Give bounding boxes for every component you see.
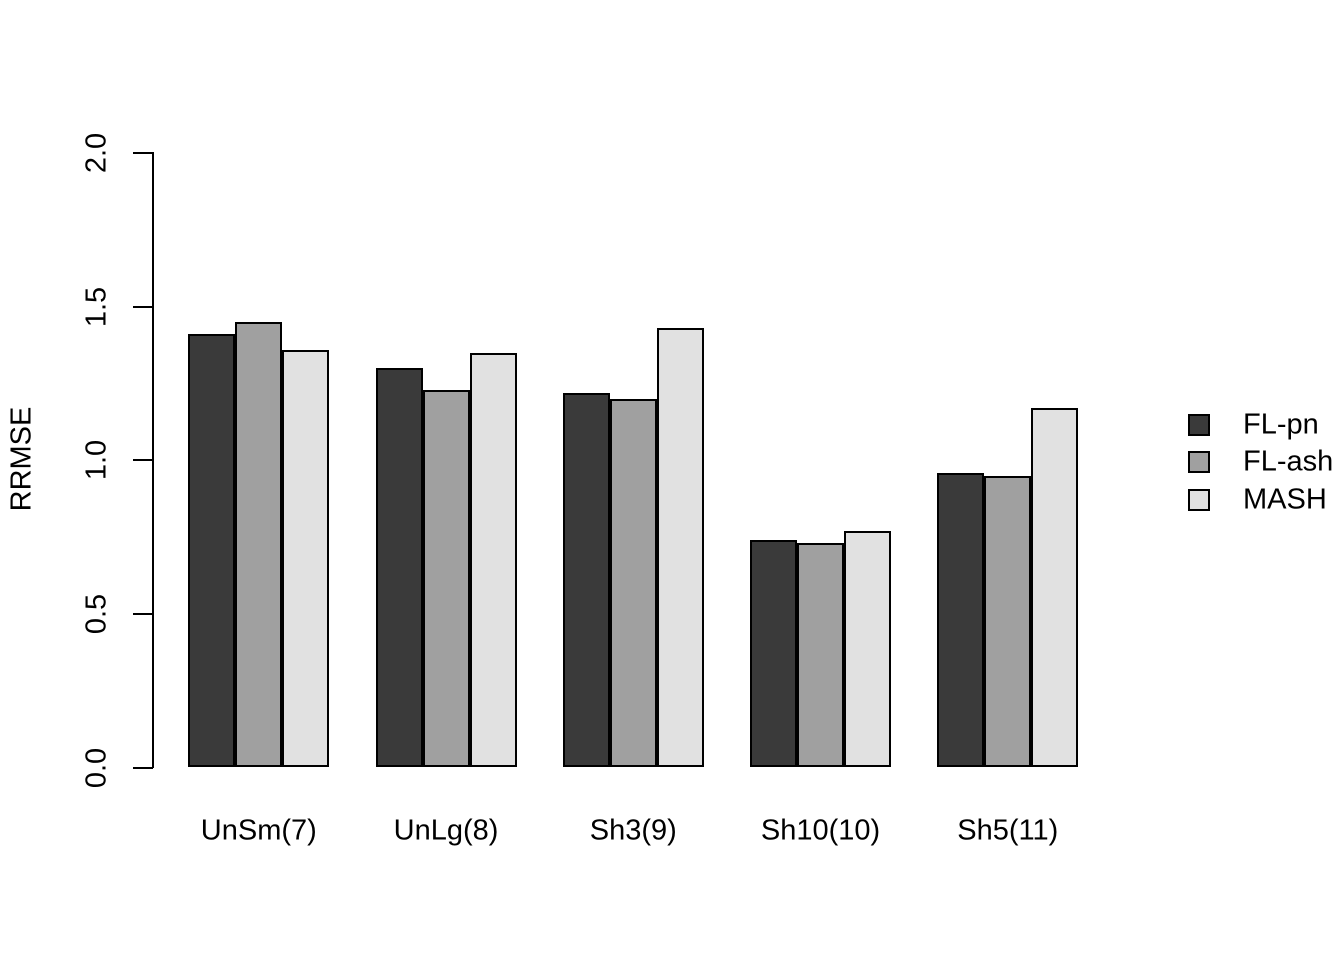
y-axis-tick xyxy=(133,305,153,308)
y-axis-tick-label: 1.5 xyxy=(80,286,113,328)
y-axis-tick xyxy=(133,612,153,615)
y-axis-tick-label: 1.0 xyxy=(80,440,113,481)
legend-swatch-FL-pn xyxy=(1188,413,1210,436)
bar-MASH-Sh10(10) xyxy=(844,531,892,768)
bar-FL-pn-Sh10(10) xyxy=(750,540,798,768)
legend-swatch-MASH xyxy=(1188,488,1210,511)
bar-FL-ash-UnLg(8) xyxy=(422,389,470,768)
x-axis-category-label: Sh10(10) xyxy=(760,814,881,847)
bar-MASH-UnSm(7) xyxy=(282,349,330,768)
x-axis-category-label: Sh5(11) xyxy=(957,814,1059,847)
bar-FL-pn-UnLg(8) xyxy=(375,368,423,768)
y-axis-tick-label: 2.0 xyxy=(80,133,113,174)
legend-label-FL-pn: FL-pn xyxy=(1243,408,1319,440)
bar-FL-pn-Sh5(11) xyxy=(937,472,985,768)
x-axis-category-label: Sh3(9) xyxy=(589,814,677,847)
y-axis-tick-label: 0.0 xyxy=(80,747,113,788)
legend-label-FL-ash: FL-ash xyxy=(1243,445,1334,478)
bar-MASH-UnLg(8) xyxy=(469,352,517,768)
bar-FL-ash-Sh3(9) xyxy=(609,398,657,768)
bar-MASH-Sh5(11) xyxy=(1031,408,1079,768)
x-axis-category-label: UnLg(8) xyxy=(393,814,499,847)
legend-swatch-FL-ash xyxy=(1188,451,1210,473)
y-axis-title: RRMSE xyxy=(5,406,38,512)
x-axis-category-label: UnSm(7) xyxy=(200,814,317,847)
y-axis-line xyxy=(152,152,154,769)
legend-label-MASH: MASH xyxy=(1243,483,1327,515)
y-axis-tick xyxy=(133,766,153,769)
y-axis-tick xyxy=(133,152,153,155)
bar-FL-ash-UnSm(7) xyxy=(235,322,283,768)
bar-FL-pn-UnSm(7) xyxy=(188,334,236,768)
y-axis-tick-label: 0.5 xyxy=(80,593,113,635)
bar-FL-ash-Sh10(10) xyxy=(797,543,845,768)
bar-FL-pn-Sh3(9) xyxy=(562,392,610,768)
bar-FL-ash-Sh5(11) xyxy=(984,475,1032,768)
y-axis-tick xyxy=(133,459,153,462)
bar-MASH-Sh3(9) xyxy=(656,328,704,768)
